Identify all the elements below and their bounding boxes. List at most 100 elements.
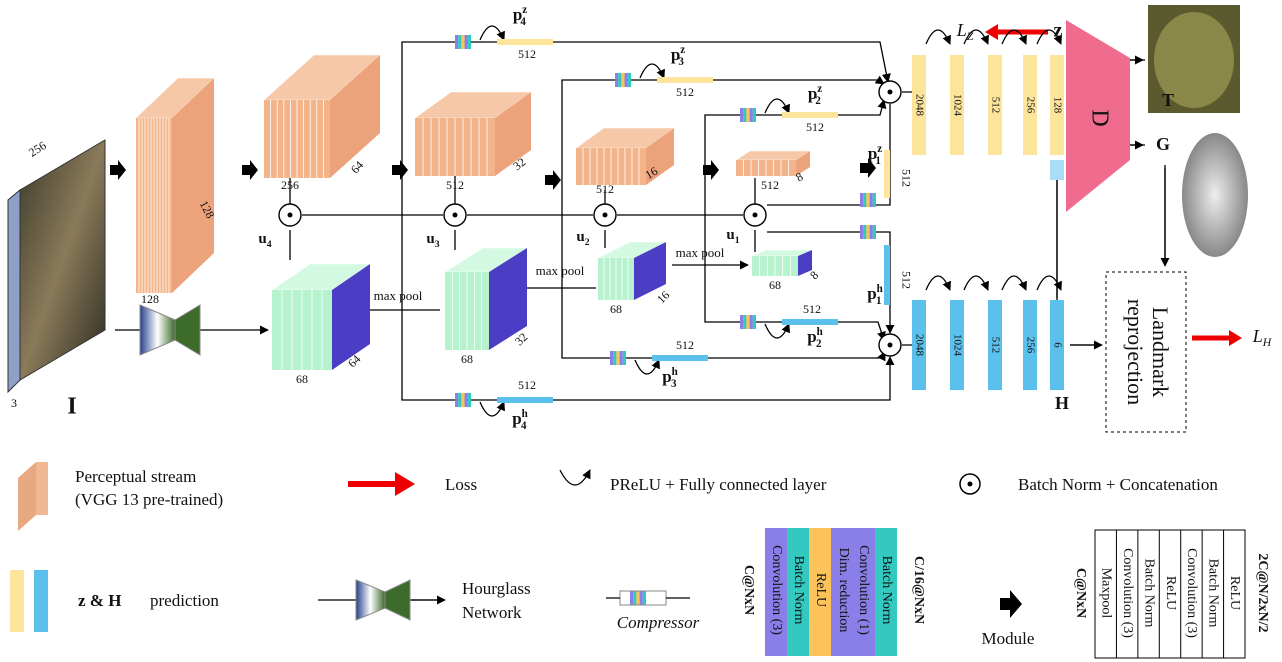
symbol-sub: 1	[735, 235, 740, 246]
label: Convolution (3)	[769, 545, 784, 635]
compressor-icon	[866, 225, 869, 239]
fc-layer	[497, 397, 553, 403]
fc-layer	[782, 112, 838, 118]
legend-module-icon	[1000, 590, 1022, 618]
symbol-sup: z	[680, 44, 685, 56]
label: C@NxN	[741, 565, 756, 615]
symbol-main: u	[426, 231, 434, 247]
label: Landmark	[1148, 307, 1173, 397]
texture-label: T	[1162, 90, 1174, 110]
compressor-icon	[870, 193, 873, 207]
legend-hourglass-icon	[385, 580, 410, 620]
symbol-sup: z	[877, 143, 882, 155]
fc-arrow	[765, 324, 789, 338]
legend-z-icon	[10, 570, 24, 632]
symbol: u1	[726, 227, 739, 246]
compressor-icon	[740, 108, 743, 122]
compressor-icon	[620, 351, 623, 365]
module-arrow	[242, 160, 258, 180]
decoder-label: D	[1086, 109, 1112, 126]
label: 512	[518, 378, 536, 392]
compressor-icon	[863, 193, 866, 207]
symbol-sub: 4	[520, 16, 526, 28]
symbol: pz4	[513, 4, 527, 28]
compressor-icon	[870, 225, 873, 239]
label: Batch Norm	[1141, 559, 1156, 628]
label: Module	[982, 629, 1035, 648]
loss-arrow-head	[1229, 330, 1242, 346]
label: 6	[1051, 342, 1063, 348]
label: ReLU	[813, 573, 828, 607]
label: 1024	[951, 334, 963, 357]
label: 512	[596, 182, 614, 196]
fc-arrow	[480, 402, 504, 416]
compressor-icon	[746, 315, 749, 329]
fc-layer	[884, 245, 890, 305]
symbol-main: u	[576, 229, 584, 245]
compressor-icon	[860, 225, 863, 239]
compressor-icon	[866, 193, 869, 207]
fc-arrow	[926, 30, 950, 44]
fc-layer	[884, 150, 890, 198]
loss-arrow-head	[985, 24, 998, 40]
compressor-icon	[461, 393, 464, 407]
compressor-icon	[753, 315, 756, 329]
symbol: ph4	[512, 408, 528, 432]
compressor-icon	[743, 108, 746, 122]
symbol: ph3	[662, 366, 678, 390]
symbol-sub: 3	[435, 239, 440, 250]
symbol-sub: Z	[967, 30, 974, 43]
legend-hourglass-icon	[356, 580, 385, 620]
label: reprojection	[1123, 299, 1148, 405]
label: 68	[461, 352, 473, 366]
concat-node-dot	[753, 213, 758, 218]
compressor-icon	[461, 35, 464, 49]
fc-arrow	[1002, 276, 1026, 290]
label: Batch Norm	[791, 556, 806, 625]
label: 2048	[913, 94, 925, 117]
compressor-icon	[640, 591, 643, 605]
label: (VGG 13 pre-trained)	[75, 490, 223, 509]
symbol-sup: z	[522, 4, 527, 16]
compressor-icon	[455, 35, 458, 49]
fc-arrow	[640, 64, 664, 78]
symbol-main: u	[258, 231, 266, 247]
label: Perceptual stream	[75, 467, 196, 486]
symbol-sup: h	[877, 283, 883, 295]
label: prediction	[150, 591, 219, 610]
fc-layer	[782, 319, 838, 325]
compressor-icon	[613, 351, 616, 365]
label: 512	[446, 178, 464, 192]
symbol-sub: 1	[875, 155, 881, 167]
legend-fc-icon	[560, 470, 590, 485]
loss-z: LZ	[956, 20, 974, 43]
module-arrow	[545, 170, 561, 190]
compressor-icon	[625, 73, 628, 87]
fc-arrow	[765, 99, 789, 113]
concat-node-dot	[453, 213, 458, 218]
compressor-icon	[458, 35, 461, 49]
input-edge	[8, 190, 20, 392]
symbol: u3	[426, 231, 439, 250]
label: Compressor	[617, 613, 700, 632]
label: 3	[11, 396, 17, 410]
legend-perceptual-icon	[18, 462, 36, 531]
compressor-icon	[610, 351, 613, 365]
label: I	[67, 394, 76, 420]
compressor-icon	[633, 591, 636, 605]
label: 512	[989, 97, 1001, 114]
compressor-icon	[643, 591, 646, 605]
label: z & H	[78, 591, 121, 610]
concat-node-dot	[888, 90, 893, 95]
compressor-icon	[863, 225, 866, 239]
label: 2048	[913, 334, 925, 357]
label: 512	[676, 85, 694, 99]
symbol-main: u	[726, 227, 734, 243]
hourglass-icon	[175, 305, 200, 355]
label: Batch Norm + Concatenation	[1018, 475, 1218, 494]
label: 512	[899, 271, 913, 289]
compressor-icon	[465, 393, 468, 407]
symbol-main: L	[956, 20, 967, 40]
label: 68	[769, 278, 781, 292]
